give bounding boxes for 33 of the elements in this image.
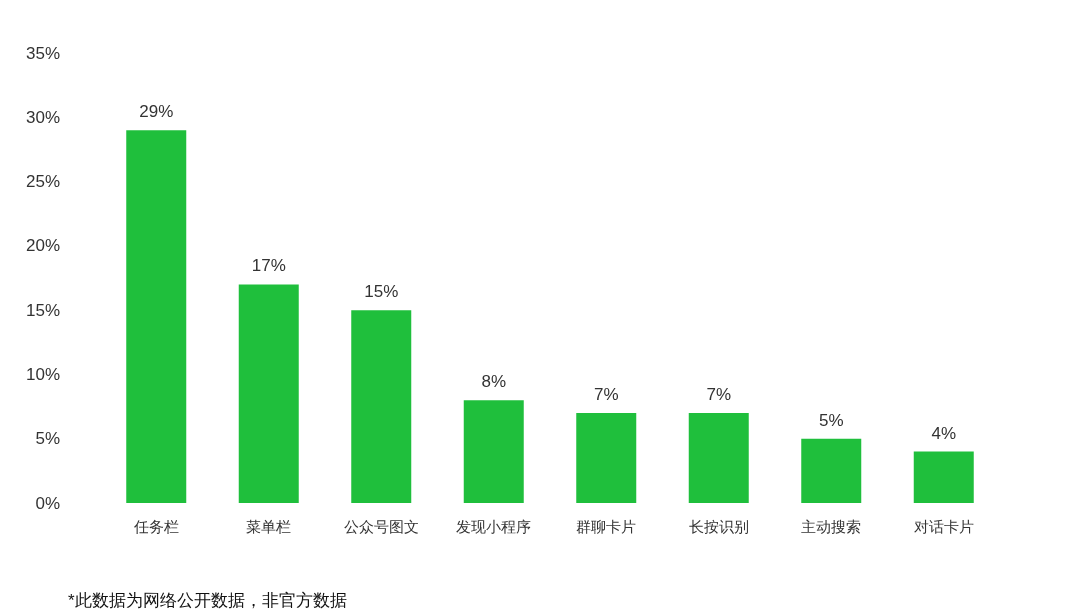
x-tick-label: 菜单栏 — [246, 518, 292, 535]
data-label: 29% — [139, 102, 174, 122]
y-tick-label: 30% — [25, 107, 60, 127]
x-tick-label: 任务栏 — [132, 518, 179, 535]
bar — [688, 413, 749, 503]
y-tick-label: 20% — [25, 236, 60, 256]
data-label: 15% — [364, 282, 399, 302]
bar — [463, 400, 524, 503]
x-tick-label: 主动搜索 — [801, 518, 862, 535]
data-label: 7% — [593, 385, 619, 404]
x-tick-label: 发现小程序 — [456, 518, 532, 535]
data-label: 17% — [251, 256, 286, 276]
y-tick-label: 35% — [25, 43, 60, 63]
bar — [126, 130, 187, 503]
y-tick-label: 0% — [35, 493, 60, 513]
data-label: 5% — [818, 410, 844, 430]
y-tick-label: 5% — [35, 429, 60, 449]
bar — [576, 413, 637, 503]
data-label: 7% — [706, 385, 732, 404]
x-tick-label: 公众号图文 — [343, 518, 419, 535]
y-tick-label: 15% — [25, 300, 60, 320]
x-tick-label: 长按识别 — [688, 518, 749, 535]
bar — [801, 438, 862, 503]
text: *此数据为网络公开数据，非官方数据 — [68, 591, 347, 610]
data-label: 4% — [931, 423, 957, 443]
y-tick-label: 10% — [25, 364, 60, 384]
x-tick-label: 群聊卡片 — [576, 518, 637, 535]
bar — [238, 284, 299, 503]
data-label: 8% — [481, 372, 507, 392]
bar — [913, 451, 974, 503]
y-tick-label: 25% — [25, 172, 60, 192]
x-tick-label: 对话卡片 — [913, 518, 974, 535]
bar — [351, 310, 412, 503]
